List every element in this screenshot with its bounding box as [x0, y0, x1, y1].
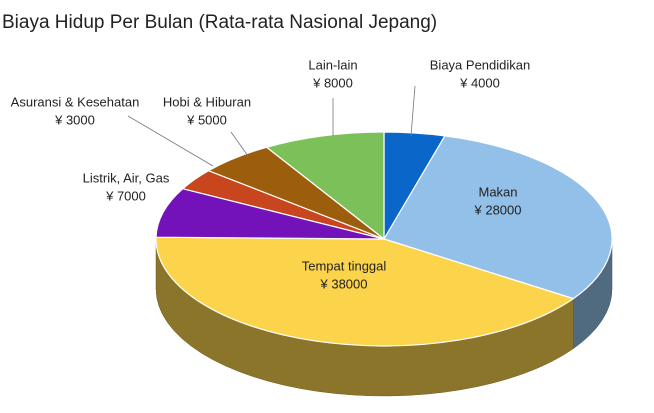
data-label-value: ¥ 8000 — [312, 75, 353, 90]
data-label-category: Listrik, Air, Gas — [83, 170, 170, 185]
data-label-value: ¥ 4000 — [459, 75, 500, 90]
data-label-value: ¥ 5000 — [186, 112, 227, 127]
slice — [155, 236, 575, 347]
leader-line — [127, 115, 214, 167]
data-label-value: ¥ 38000 — [320, 276, 368, 291]
slice — [155, 188, 385, 240]
data-label-value: ¥ 3000 — [54, 112, 95, 127]
slice — [383, 135, 613, 300]
chart-title: Biaya Hidup Per Bulan (Rata-rata Nasiona… — [2, 12, 437, 33]
data-label-category: Hobi & Hiburan — [163, 94, 251, 109]
slice — [265, 131, 385, 241]
data-label-value: ¥ 7000 — [105, 188, 146, 203]
data-label-category: Tempat tinggal — [302, 258, 387, 273]
data-label-category: Makan — [478, 184, 517, 199]
data-label-category: Lain-lain — [308, 57, 357, 72]
data-label-category: Biaya Pendidikan — [430, 57, 530, 72]
leader-line — [230, 131, 249, 157]
leader-line — [410, 85, 416, 137]
data-label-value: ¥ 28000 — [474, 202, 522, 217]
data-label-category: Asuransi & Kesehatan — [11, 94, 140, 109]
